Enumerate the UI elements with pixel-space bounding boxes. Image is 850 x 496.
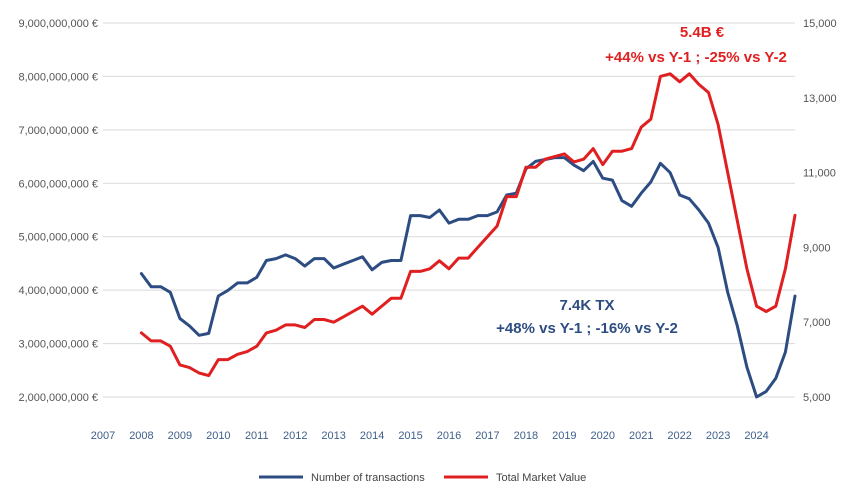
x-tick-label: 2016 bbox=[437, 430, 461, 442]
market-value-headline: 5.4B € bbox=[680, 24, 725, 41]
legend-label-market-value: Total Market Value bbox=[496, 472, 586, 484]
right-tick-label: 11,000 bbox=[803, 168, 836, 180]
right-tick-label: 15,000 bbox=[803, 18, 837, 30]
series-line-total-market-value bbox=[139, 72, 797, 378]
x-tick-label: 2024 bbox=[744, 430, 768, 442]
x-tick-label: 2019 bbox=[552, 430, 576, 442]
x-tick-label: 2014 bbox=[360, 430, 384, 442]
transactions-headline: 7.4K TX bbox=[559, 297, 614, 314]
left-tick-label: 2,000,000,000 € bbox=[18, 392, 98, 404]
gridlines bbox=[103, 22, 795, 398]
right-axis-ticks: 5,000 7,000 9,000 11,000 13,000 15,000 bbox=[803, 18, 837, 404]
left-tick-label: 4,000,000,000 € bbox=[18, 285, 98, 297]
x-tick-label: 2021 bbox=[629, 430, 653, 442]
left-tick-label: 5,000,000,000 € bbox=[18, 232, 98, 244]
x-tick-label: 2008 bbox=[129, 430, 153, 442]
right-tick-label: 9,000 bbox=[803, 242, 831, 254]
series-lines bbox=[139, 72, 797, 399]
x-tick-label: 2022 bbox=[667, 430, 691, 442]
right-tick-label: 7,000 bbox=[803, 317, 831, 329]
x-tick-label: 2017 bbox=[475, 430, 499, 442]
series-line-number-of-transactions bbox=[139, 156, 797, 399]
x-tick-label: 2012 bbox=[283, 430, 307, 442]
transactions-change-annotation: +48% vs Y-1 ; -16% vs Y-2 bbox=[496, 320, 678, 337]
x-tick-label: 2007 bbox=[91, 430, 115, 442]
x-tick-label: 2020 bbox=[591, 430, 615, 442]
left-tick-label: 9,000,000,000 € bbox=[18, 18, 98, 30]
left-tick-label: 6,000,000,000 € bbox=[18, 178, 98, 190]
legend-label-transactions: Number of transactions bbox=[311, 472, 425, 484]
x-tick-label: 2009 bbox=[168, 430, 192, 442]
right-tick-label: 13,000 bbox=[803, 93, 837, 105]
market-value-change-annotation: +44% vs Y-1 ; -25% vs Y-2 bbox=[605, 49, 787, 66]
left-axis-ticks: 2,000,000,000 € 3,000,000,000 € 4,000,000,… bbox=[18, 18, 98, 404]
x-axis-ticks: 2007 2008 2009 2010 2011 2012 2013 2014 2015 2016… bbox=[91, 430, 769, 442]
x-tick-label: 2015 bbox=[398, 430, 422, 442]
left-tick-label: 7,000,000,000 € bbox=[18, 125, 98, 137]
right-tick-label: 5,000 bbox=[803, 392, 831, 404]
x-tick-label: 2023 bbox=[706, 430, 730, 442]
x-tick-label: 2018 bbox=[514, 430, 538, 442]
x-tick-label: 2011 bbox=[245, 430, 269, 442]
left-tick-label: 8,000,000,000 € bbox=[18, 71, 98, 83]
x-tick-label: 2013 bbox=[321, 430, 345, 442]
x-tick-label: 2010 bbox=[206, 430, 230, 442]
left-tick-label: 3,000,000,000 € bbox=[18, 339, 98, 351]
legend: Number of transactions Total Market Valu… bbox=[259, 472, 586, 484]
